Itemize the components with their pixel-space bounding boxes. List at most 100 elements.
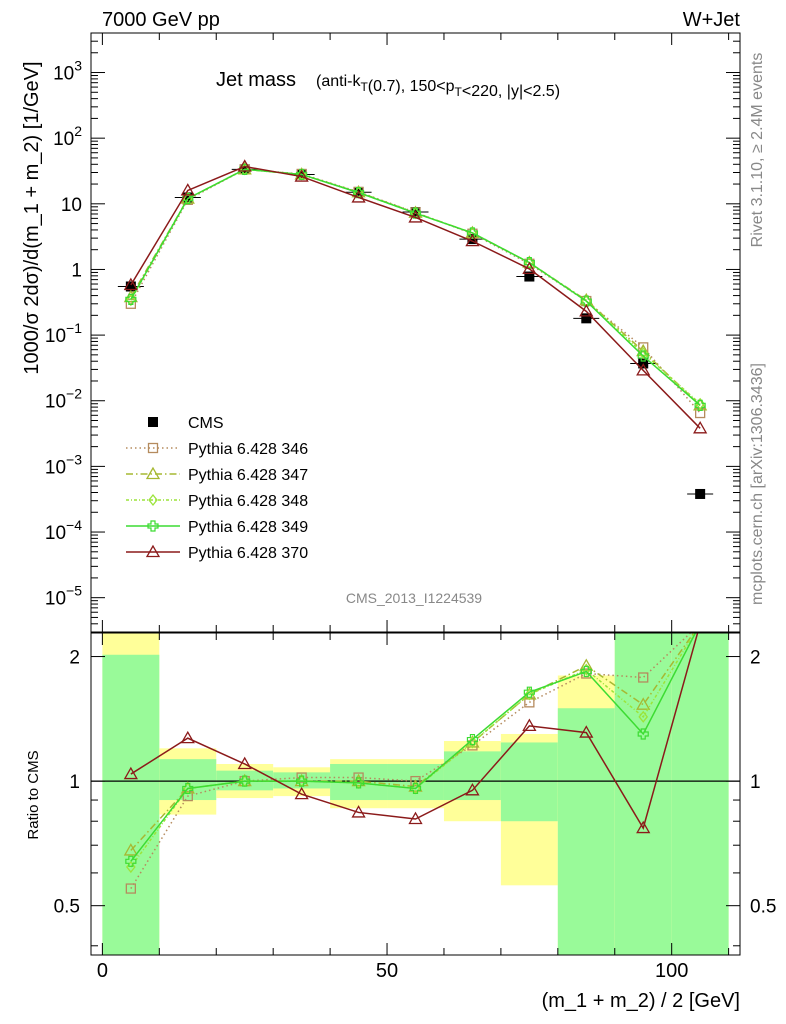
data-point xyxy=(636,820,651,834)
band-green xyxy=(500,742,558,822)
legend-label: Pythia 6.428 370 xyxy=(188,545,308,562)
legend-entry: Pythia 6.428 346 xyxy=(126,441,308,458)
data-point xyxy=(467,234,478,245)
legend-label: Pythia 6.428 348 xyxy=(188,493,308,510)
ratio-series-pythia-6-428-349 xyxy=(125,633,697,867)
data-point xyxy=(148,417,158,427)
data-point xyxy=(466,733,479,746)
data-point xyxy=(579,304,594,317)
data-point xyxy=(239,775,251,787)
series-pythia-6-428-349 xyxy=(125,163,706,411)
data-point xyxy=(237,159,252,172)
series-pythia-6-428-370 xyxy=(123,159,708,434)
ratio-plot-series xyxy=(123,633,699,894)
legend-entry: Pythia 6.428 347 xyxy=(126,466,308,484)
data-point xyxy=(351,805,366,818)
data-point xyxy=(408,210,423,223)
data-point xyxy=(637,350,649,362)
main-plot-series xyxy=(117,159,714,499)
y-axis-label-ratio: Ratio to CMS xyxy=(25,750,42,839)
data-point xyxy=(123,766,138,780)
data-point xyxy=(524,688,535,701)
data-point xyxy=(296,168,308,181)
y-tick-label: 10−3 xyxy=(45,451,82,478)
data-point xyxy=(637,728,649,740)
legend-entry: Pythia 6.428 349 xyxy=(126,519,308,536)
y-tick-label: 10−2 xyxy=(45,386,82,413)
x-tick-label: 0 xyxy=(97,960,108,982)
ratio-frame xyxy=(90,632,741,956)
data-point xyxy=(352,777,365,789)
data-point xyxy=(638,672,649,683)
chart-title-main: Jet mass xyxy=(216,69,296,91)
data-point xyxy=(581,663,592,676)
band-green xyxy=(443,751,501,801)
header-left: 7000 GeV pp xyxy=(102,9,220,31)
watermark: CMS_2013_I1224539 xyxy=(346,590,482,606)
data-point xyxy=(522,261,537,275)
legend-entry: CMS xyxy=(148,415,224,432)
data-point xyxy=(410,775,421,787)
band-green xyxy=(557,708,615,955)
legend: CMS Pythia 6.428 346 Pythia 6.428 347 Pythi… xyxy=(126,415,308,562)
y-axis-label-main: 1000/σ 2dσ)/d(m_1 + m_2) [1/GeV] xyxy=(21,61,43,374)
data-point xyxy=(125,883,137,894)
data-point xyxy=(638,710,649,723)
series-line xyxy=(130,633,699,830)
data-point xyxy=(524,271,535,282)
ratio-y-tick-label: 2 xyxy=(69,648,80,669)
chart-title-detail: (anti-kT(0.7), 150<pT<220, |y|<2.5) xyxy=(316,73,560,100)
ratio-y-tick-label: 0.5 xyxy=(54,897,80,918)
data-point xyxy=(581,313,592,324)
data-point xyxy=(465,783,480,796)
data-point xyxy=(294,786,309,800)
data-point xyxy=(123,289,138,303)
series-line xyxy=(130,168,701,406)
data-point xyxy=(579,658,594,671)
data-point xyxy=(636,697,651,710)
data-point xyxy=(408,811,423,825)
series-pythia-6-428-347 xyxy=(123,162,708,411)
data-point xyxy=(182,790,193,802)
data-point xyxy=(145,544,161,558)
band-green xyxy=(614,633,672,955)
data-point xyxy=(353,772,364,783)
data-point xyxy=(294,169,309,182)
data-point xyxy=(182,193,194,205)
y-tick-label: 1 xyxy=(71,260,82,281)
legend-entry: Pythia 6.428 348 xyxy=(126,493,308,510)
data-point xyxy=(579,725,594,738)
data-point xyxy=(693,421,708,434)
series-line xyxy=(130,165,701,429)
legend-entry: Pythia 6.428 370 xyxy=(126,544,308,562)
y-tick-label: 10−4 xyxy=(45,517,82,544)
series-pythia-6-428-346 xyxy=(125,164,706,419)
data-point xyxy=(523,686,535,698)
data-point xyxy=(351,190,366,203)
axis-ticks: 0 50 100 10−5 10−4 10−3 10−2 10−1 1 10 102 103 0.5 0.… xyxy=(45,32,776,982)
data-point xyxy=(180,183,195,196)
data-point xyxy=(182,192,193,203)
series-line xyxy=(130,633,697,862)
data-point xyxy=(580,665,592,678)
data-point xyxy=(465,233,480,247)
data-point xyxy=(145,466,161,480)
data-point xyxy=(636,363,651,376)
data-point xyxy=(237,756,252,770)
data-point xyxy=(123,277,138,291)
ratio-y-tick-label: 1 xyxy=(69,772,80,793)
data-point xyxy=(467,736,478,749)
main-frame xyxy=(90,32,741,633)
data-point xyxy=(638,347,649,360)
side-label-bottom: mcplots.cern.ch [arXiv:1306.3436] xyxy=(749,363,766,605)
series-line xyxy=(130,168,701,406)
data-point xyxy=(125,855,137,867)
y-tick-label: 10−1 xyxy=(45,320,82,347)
y-tick-label: 10 xyxy=(61,195,82,216)
header-right: W+Jet xyxy=(683,9,741,31)
data-point xyxy=(125,281,136,292)
legend-label: CMS xyxy=(188,415,224,432)
data-point xyxy=(148,493,158,507)
data-point xyxy=(522,718,537,732)
